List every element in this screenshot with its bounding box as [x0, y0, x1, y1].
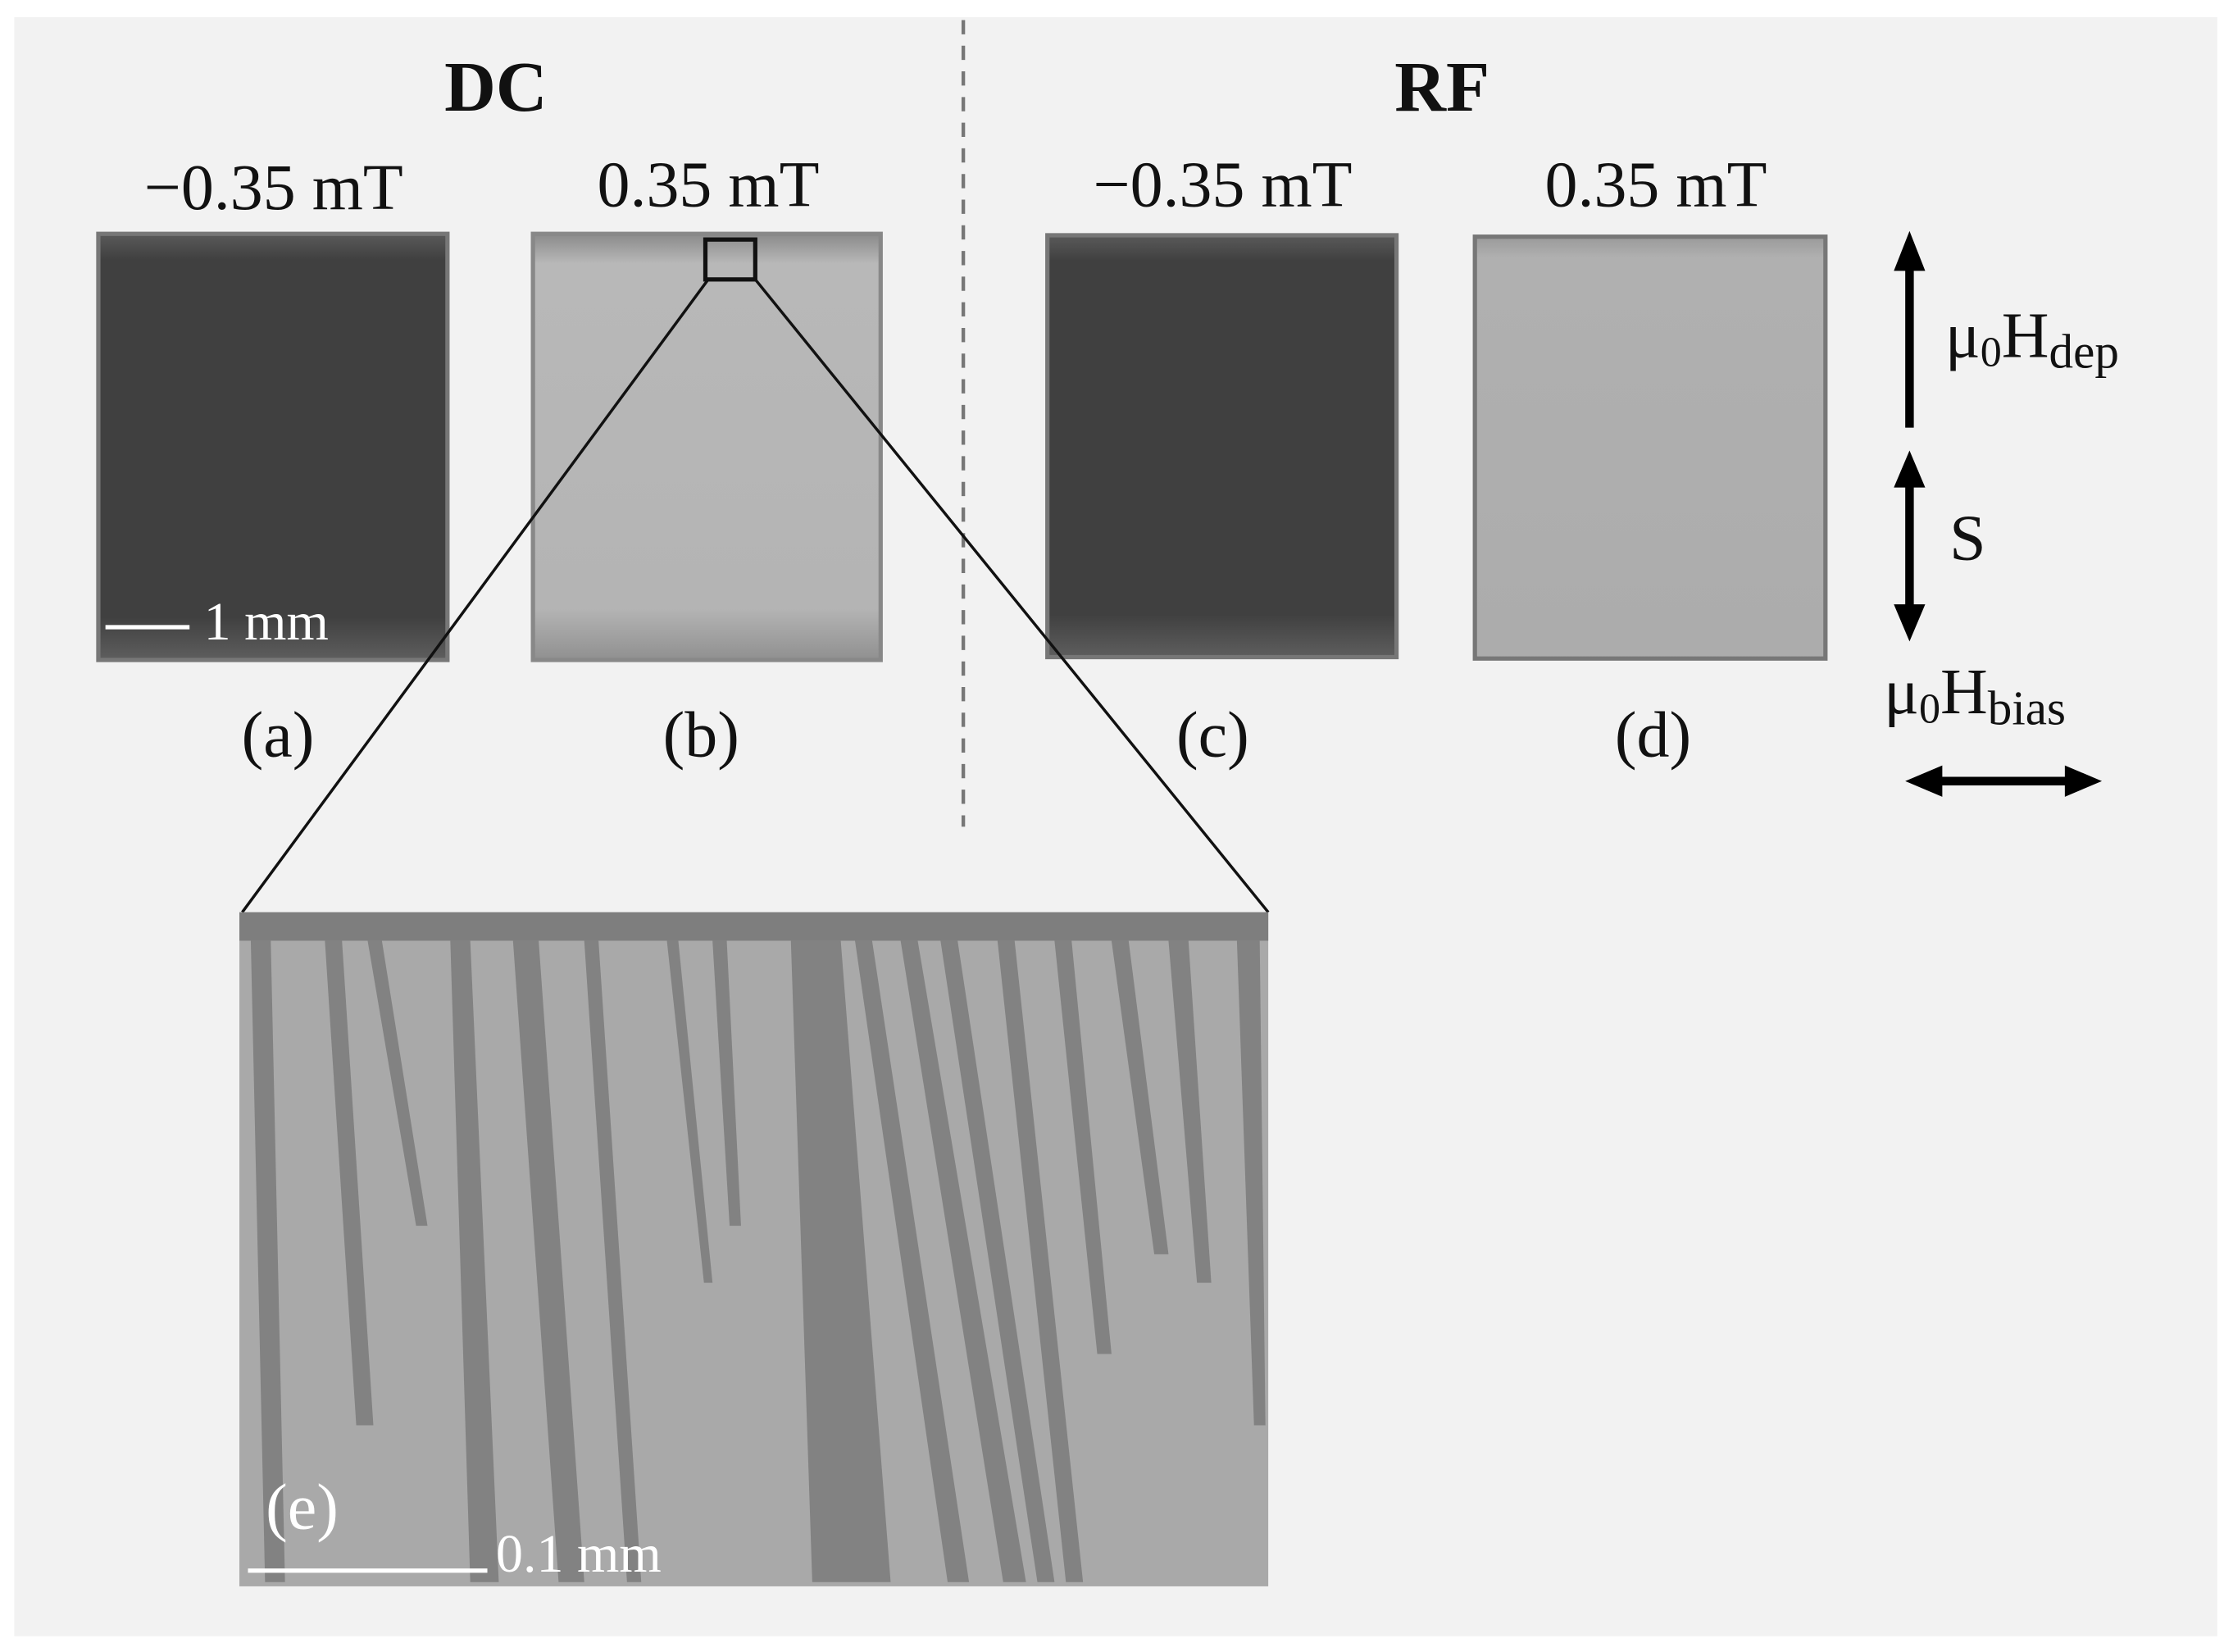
scale-label: 0.1 mm	[496, 1524, 662, 1584]
bias-label: μ0Hbias	[1884, 656, 2066, 735]
field-label: 0.35 mT	[1544, 148, 1767, 221]
rf-title: RF	[1394, 48, 1489, 126]
field-label: −0.35 mT	[1093, 148, 1352, 221]
strip-label: S	[1949, 503, 1985, 575]
panel-label: (d)	[1615, 699, 1691, 771]
zoom-line	[241, 278, 710, 913]
symbol: μ	[1884, 656, 1919, 728]
field-label: 0.35 mT	[597, 148, 819, 221]
image-d	[1472, 234, 1828, 661]
image-c	[1045, 233, 1399, 660]
zoom-line	[753, 278, 1270, 913]
depolarization-label: μ0Hdep	[1945, 300, 2119, 379]
image-b	[530, 231, 883, 662]
symbol: H	[2002, 300, 2049, 372]
panel-label: (b)	[663, 699, 739, 771]
panel-label: (c)	[1176, 699, 1249, 771]
zoom-box	[703, 237, 757, 282]
subscript: bias	[1988, 680, 2066, 735]
zoom-image	[239, 912, 1269, 1586]
field-label: −0.35 mT	[144, 152, 403, 224]
panel-label: (a)	[242, 699, 315, 771]
symbol: μ	[1945, 300, 1981, 372]
scale-label: 1 mm	[204, 592, 329, 652]
image-a	[96, 231, 450, 662]
subscript: dep	[2049, 324, 2119, 378]
symbol: H	[1940, 656, 1988, 728]
subscript: 0	[1981, 330, 2002, 376]
subscript: 0	[1919, 685, 1940, 732]
arrows	[1894, 230, 2103, 797]
dc-title: DC	[444, 48, 548, 126]
panel-label: (e)	[266, 1472, 339, 1544]
